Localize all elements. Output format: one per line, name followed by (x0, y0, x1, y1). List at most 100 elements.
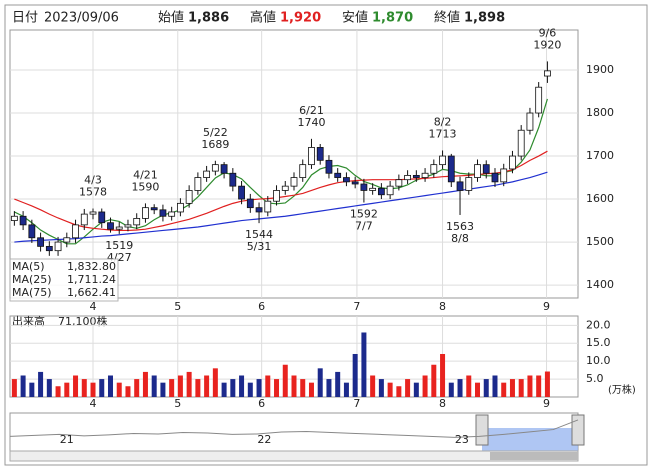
candle-body (299, 164, 307, 178)
legend-value: 1,832.80 (67, 260, 116, 273)
x-tick-label: 6 (258, 300, 265, 313)
annotation-date: 8/8 (451, 232, 469, 245)
candle-body (334, 172, 342, 178)
candle-body (168, 211, 176, 217)
volume-bar (370, 375, 376, 397)
date-label: 日付 (12, 11, 38, 26)
candle-body (273, 190, 280, 202)
candle-body (465, 177, 473, 191)
low-label: 安値 (342, 10, 368, 26)
volume-bar (396, 386, 402, 397)
y-tick-label: 1800 (586, 106, 614, 119)
y-tick-label: 10.0 (586, 354, 611, 367)
candle-body (386, 185, 394, 196)
candle-body (412, 174, 420, 178)
candle-body (89, 211, 97, 215)
annotation-value: 1713 (429, 127, 457, 140)
annotation-date: 5/31 (247, 240, 272, 253)
candle-body (377, 187, 385, 196)
candle-body (447, 155, 455, 183)
annotation-value: 1563 (446, 220, 474, 233)
volume-bar (20, 375, 26, 397)
legend-value: 1,711.24 (67, 273, 116, 286)
candle-body (509, 155, 516, 170)
high-label: 高値 (250, 10, 276, 26)
annotation-value: 1590 (131, 180, 159, 193)
volume-bar (536, 375, 542, 397)
x-tick-label: 4 (90, 300, 97, 313)
volume-bar (413, 382, 419, 397)
volume-bar (527, 375, 533, 397)
volume-bar (247, 382, 253, 397)
x-tick-label: 5 (174, 300, 181, 313)
volume-bar (475, 382, 481, 397)
volume-bar (440, 353, 446, 397)
candle-body (107, 222, 114, 230)
date: 2023/09/06 (44, 11, 119, 26)
candle-body (133, 218, 141, 226)
candle-body (185, 190, 193, 204)
volume-bar (405, 379, 411, 397)
candle-body (211, 164, 219, 172)
volume-bar (99, 379, 105, 397)
volume-bar (177, 375, 183, 397)
volume-bar (326, 379, 332, 397)
candle-body (220, 164, 228, 174)
volume-bar (466, 375, 472, 397)
volume-bar (274, 379, 280, 397)
volume-bar (308, 382, 314, 397)
candle-body (229, 172, 237, 187)
legend-value: 1,662.41 (67, 286, 116, 299)
y-tick-label: 5.0 (586, 372, 604, 385)
candle-body (10, 215, 18, 221)
volume-bar (186, 371, 192, 397)
candle-body (238, 185, 245, 200)
candle-body (142, 207, 149, 219)
candle-body (325, 159, 333, 174)
candle-body (404, 174, 412, 181)
annotation-date: 8/2 (434, 115, 452, 128)
candle-body (351, 181, 359, 185)
annotation-date: 9/6 (539, 26, 557, 39)
candle-body (290, 177, 298, 187)
volume-bar (239, 375, 245, 397)
annotation-date: 4/3 (84, 174, 102, 187)
x-tick-label: 6 (258, 397, 265, 410)
legend-name: MA(25) (12, 273, 52, 286)
volume-bar (422, 375, 428, 397)
y-tick-label: 1700 (586, 149, 614, 162)
annotation-date: 5/22 (203, 126, 228, 139)
candle-body (535, 86, 543, 114)
volume-current: 71,100株 (58, 314, 108, 328)
annotation-value: 1920 (533, 38, 561, 51)
volume-label: 出来高 (12, 314, 45, 328)
scrollbar-thumb[interactable] (490, 452, 578, 460)
navigator-tick-label: 22 (257, 433, 271, 446)
candle-body (246, 198, 254, 209)
x-tick-label: 4 (90, 397, 97, 410)
candle-body (63, 237, 71, 243)
candle-body (526, 112, 534, 131)
navigator-right-handle[interactable] (571, 414, 585, 446)
y-tick-label: 1600 (586, 192, 614, 205)
candle-body (28, 224, 36, 239)
open-label: 始値 (158, 10, 184, 26)
volume-bar (46, 379, 52, 397)
high: 1,920 (280, 11, 321, 26)
x-tick-label: 8 (439, 397, 446, 410)
candle-body (369, 187, 377, 191)
candle-body (281, 185, 289, 191)
open: 1,886 (188, 11, 229, 26)
candle-body (421, 172, 429, 178)
legend-name: MA(75) (12, 286, 52, 299)
volume-bar (544, 371, 550, 397)
navigator-tick-label: 23 (455, 433, 469, 446)
volume-bar (501, 382, 507, 397)
volume-bar (151, 375, 157, 397)
volume-unit: (万株) (608, 383, 636, 396)
volume-bar (73, 375, 79, 397)
candle-body (124, 224, 132, 228)
volume-bar (457, 379, 463, 397)
navigator-left-handle[interactable] (475, 414, 489, 446)
candle-body (430, 164, 438, 174)
